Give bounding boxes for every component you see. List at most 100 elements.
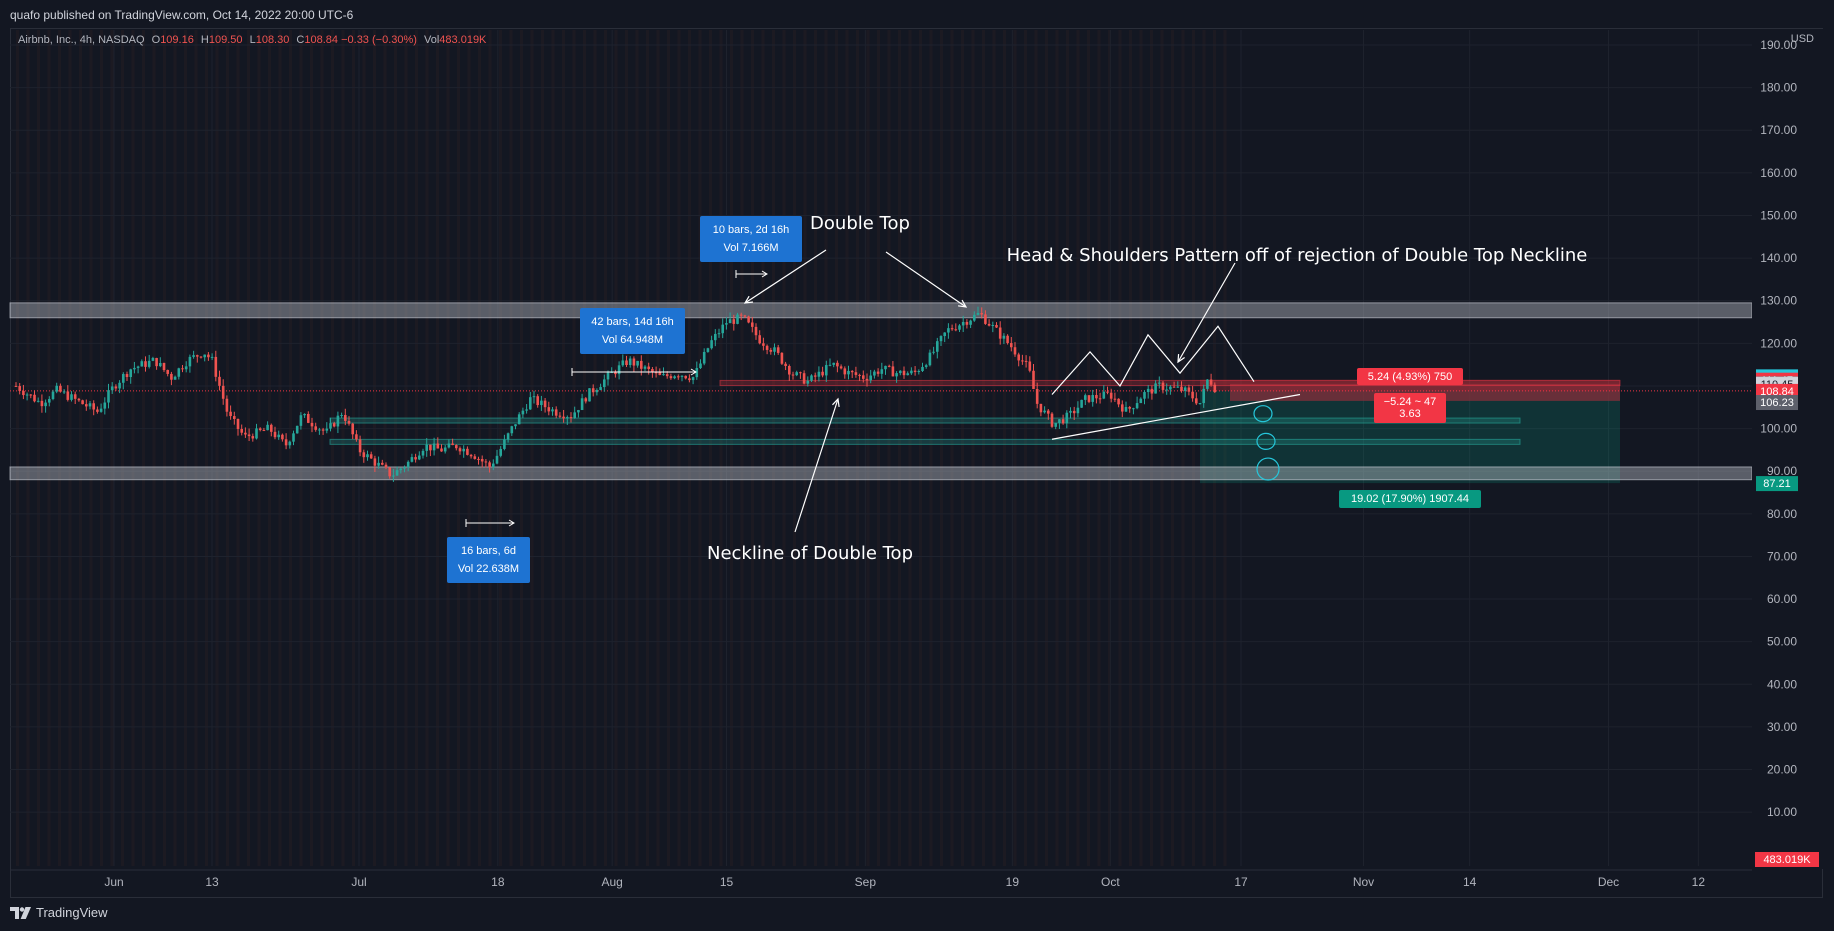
candle-body <box>436 443 440 449</box>
candle-body <box>743 315 747 317</box>
session-stripe <box>1202 30 1206 866</box>
open-pl-label: −5.24 ~ 47 <box>1384 396 1437 408</box>
session-stripe <box>1192 30 1195 866</box>
candle-body <box>1087 395 1091 402</box>
session-stripe <box>47 30 51 866</box>
candle-body <box>721 324 724 334</box>
candle-body <box>221 385 225 399</box>
candle-body <box>991 324 995 326</box>
session-stripe <box>635 30 639 866</box>
legend-low-label: L <box>249 34 256 46</box>
candle-body <box>314 426 317 430</box>
session-stripe <box>163 30 166 866</box>
session-stripe <box>856 30 859 866</box>
candle-body <box>784 363 787 366</box>
candle-body <box>110 386 114 391</box>
legend-close: 108.84 <box>304 34 339 46</box>
candle-body <box>850 370 854 373</box>
open-pl-zone <box>1230 383 1620 401</box>
session-stripe <box>394 30 397 866</box>
candle-body <box>684 375 687 379</box>
candle-body <box>1076 407 1080 414</box>
candle-body <box>1039 403 1043 413</box>
volume-label: 483.019K <box>1763 854 1811 866</box>
candle-body <box>1183 387 1187 391</box>
candle-body <box>939 336 943 342</box>
candle-body <box>913 370 917 372</box>
candle-body <box>462 448 465 452</box>
candle-body <box>795 372 798 376</box>
candle-body <box>310 422 314 427</box>
candle-body <box>817 371 821 377</box>
candle-body <box>776 347 780 353</box>
candle-body <box>891 366 895 377</box>
session-stripe <box>803 30 807 866</box>
tradingview-logo[interactable]: TradingView <box>10 905 108 920</box>
candle-body <box>429 444 432 451</box>
session-stripe <box>583 30 586 866</box>
price-tick-label: 10.00 <box>1767 805 1797 819</box>
candle-body <box>902 370 906 376</box>
candle-body <box>192 355 195 357</box>
candle-body <box>173 376 177 380</box>
target-circle <box>1256 457 1280 481</box>
measure-line2: Vol 22.638M <box>458 563 519 575</box>
candle-body <box>492 463 495 468</box>
candle-body <box>303 413 306 416</box>
candle-body <box>14 385 18 387</box>
candle-body <box>995 324 998 328</box>
candle-body <box>625 360 628 365</box>
candle-body <box>251 436 255 439</box>
candle-body <box>236 418 240 429</box>
symbol-legend: Airbnb, Inc., 4h, NASDAQ O109.16 H109.50… <box>18 34 486 46</box>
candle-body <box>540 400 543 406</box>
candle-body <box>947 328 950 333</box>
candle-body <box>36 400 40 402</box>
candle-body <box>358 439 362 453</box>
target-circle <box>1253 405 1273 423</box>
price-tick-label: 120.00 <box>1760 336 1797 350</box>
candle-body <box>869 375 872 381</box>
session-stripe <box>719 30 723 866</box>
session-stripe <box>982 30 985 866</box>
candle-body <box>762 343 765 346</box>
candle-body <box>443 447 447 452</box>
candle-body <box>1061 419 1065 424</box>
target-label-bg <box>1339 490 1481 508</box>
candle-body <box>477 458 480 460</box>
session-stripe <box>415 30 418 866</box>
price-tick-label: 130.00 <box>1760 294 1797 308</box>
session-stripe <box>142 30 145 866</box>
session-stripe <box>1171 30 1174 866</box>
candle-body <box>307 413 310 423</box>
price-tick-label: 140.00 <box>1760 251 1797 265</box>
candle-body <box>1084 395 1087 400</box>
measure-box <box>700 216 802 262</box>
session-stripe <box>919 30 922 866</box>
candle-body <box>122 374 125 383</box>
candle-body <box>688 378 691 381</box>
candle-body <box>1028 361 1032 371</box>
candle-body <box>166 370 169 374</box>
candle-body <box>51 391 55 400</box>
session-stripe <box>688 30 691 866</box>
candle-body <box>610 372 613 374</box>
candle-body <box>773 347 776 352</box>
candle-body <box>503 439 506 449</box>
candle-body <box>558 415 562 417</box>
session-stripe <box>268 30 271 866</box>
candle-body <box>266 424 269 431</box>
candle-body <box>1035 389 1039 404</box>
candle-body <box>484 461 488 463</box>
session-stripe <box>1181 30 1185 866</box>
candle-body <box>495 455 499 464</box>
candle-body <box>517 414 521 425</box>
candle-body <box>532 396 536 398</box>
candle-body <box>1139 398 1143 404</box>
stop-label: 5.24 (4.93%) 750 <box>1368 371 1452 383</box>
candle-body <box>732 319 736 324</box>
price-tick-label: 100.00 <box>1760 422 1797 436</box>
session-stripe <box>877 30 880 866</box>
candle-body <box>599 387 602 391</box>
